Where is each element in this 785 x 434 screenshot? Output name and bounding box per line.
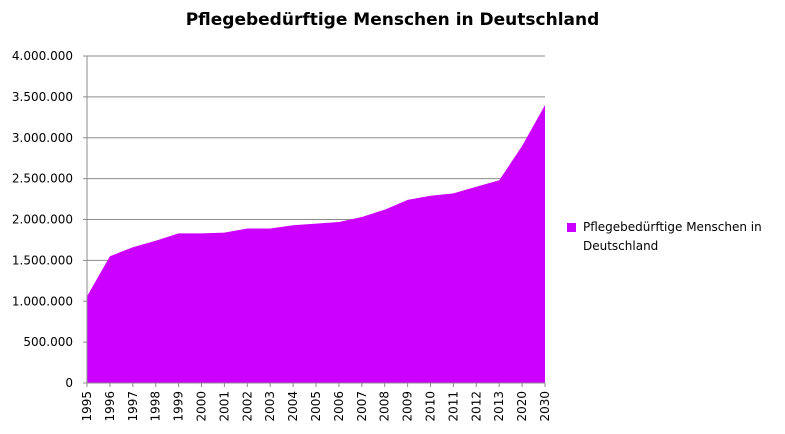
x-tick-label: 1997 — [126, 391, 140, 422]
x-tick-label: 1995 — [80, 391, 94, 422]
x-tick-label: 2002 — [240, 391, 254, 422]
chart-title: Pflegebedürftige Menschen in Deutschland — [185, 10, 600, 30]
y-tick-label: 2.500.000 — [12, 172, 73, 186]
series-area — [87, 105, 545, 384]
x-tick-label: 2004 — [286, 391, 300, 422]
y-tick-label: 500.000 — [23, 335, 73, 349]
y-tick-label: 2.000.000 — [12, 213, 73, 227]
x-tick-label: 2006 — [332, 391, 346, 422]
legend-label: Pflegebedürftige Menschen in Deutschland — [583, 220, 762, 253]
x-tick-label: 2012 — [469, 391, 483, 422]
x-tick-label: 1999 — [172, 391, 186, 422]
x-tick-label: 2013 — [492, 391, 506, 422]
x-tick-label: 2010 — [424, 391, 438, 422]
y-tick-label: 0 — [65, 376, 73, 390]
legend: Pflegebedürftige Menschen in Deutschland — [567, 218, 779, 256]
legend-swatch — [567, 223, 576, 232]
x-tick-labels: 1995 1996 1997 1998 1999 2000 2001 2002 2003 2004… — [80, 391, 552, 422]
x-tick-label: 2009 — [401, 391, 415, 422]
x-tick-label: 2007 — [355, 391, 369, 422]
y-tick-label: 1.000.000 — [12, 294, 73, 308]
x-tick-label: 2030 — [538, 391, 552, 422]
y-tick-label: 3.500.000 — [12, 90, 73, 104]
x-tick-label: 2005 — [309, 391, 323, 422]
x-tick-label: 2011 — [446, 391, 460, 422]
x-tick-label: 2003 — [263, 391, 277, 422]
x-tick-label: 1998 — [149, 391, 163, 422]
axes — [83, 55, 546, 387]
x-tick-label: 2000 — [195, 391, 209, 422]
x-tick-label: 2001 — [217, 391, 231, 422]
y-tick-label: 1.500.000 — [12, 253, 73, 267]
y-tick-label: 4.000.000 — [12, 49, 73, 63]
y-tick-labels: 0 500.000 1.000.000 1.500.000 2.000.000 2.500… — [12, 49, 73, 390]
x-tick-label: 2020 — [515, 391, 529, 422]
x-tick-label: 1996 — [103, 391, 117, 422]
x-tick-label: 2008 — [378, 391, 392, 422]
y-tick-label: 3.000.000 — [12, 131, 73, 145]
